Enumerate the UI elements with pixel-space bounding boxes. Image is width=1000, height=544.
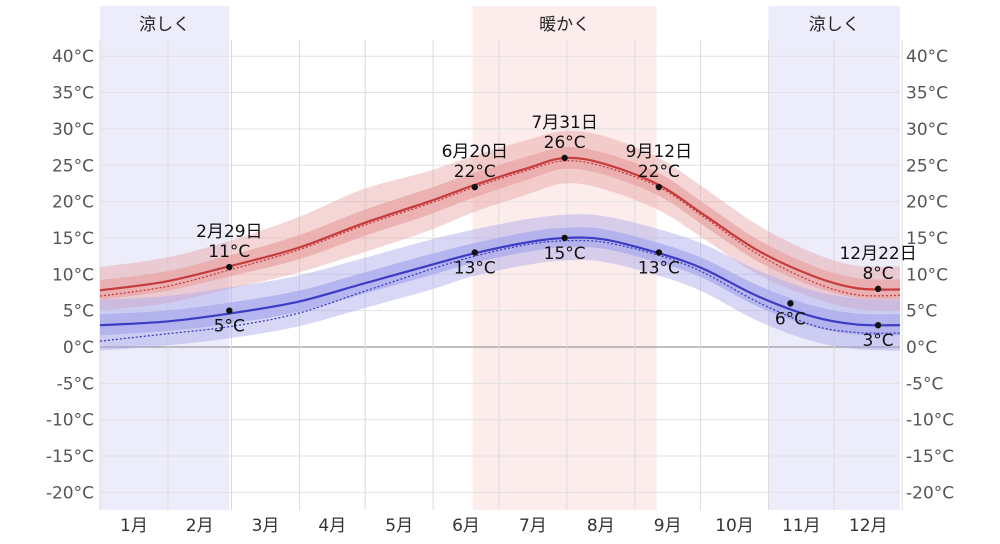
annotation-point xyxy=(471,183,478,191)
y-tick-label-left: 30°C xyxy=(52,120,94,140)
y-tick-label-left: 35°C xyxy=(52,84,94,104)
annotation-date: 12月22日 xyxy=(839,244,916,264)
dotted-line-0 xyxy=(99,160,901,297)
month-label: 2月 xyxy=(186,516,214,536)
month-label: 1月 xyxy=(120,516,148,536)
season-label: 涼しく xyxy=(139,15,190,35)
mean-line-1 xyxy=(99,236,901,327)
month-label: 7月 xyxy=(519,516,547,536)
y-tick-label-right: 5°C xyxy=(906,302,937,322)
y-tick-label-left: -15°C xyxy=(46,447,94,467)
month-label: 5月 xyxy=(385,516,413,536)
month-label: 11月 xyxy=(782,516,821,536)
annotation-points xyxy=(226,154,882,329)
axis-labels: 40°C 40°C 35°C 35°C 30°C 30°C 25°C 25°C 20°C 20°C… xyxy=(46,47,954,536)
annotation-point xyxy=(561,234,568,242)
y-tick-label-right: 15°C xyxy=(906,229,948,249)
y-tick-label-right: -20°C xyxy=(906,483,954,503)
annotation-date: 2月29日 xyxy=(196,222,262,242)
annotation-value: 3°C xyxy=(862,331,893,351)
annotation-point xyxy=(874,321,882,329)
y-tick-label-left: 40°C xyxy=(52,47,94,67)
annotation-value: 5°C xyxy=(214,317,245,337)
season-label: 涼しく xyxy=(809,15,860,35)
y-tick-label-left: 5°C xyxy=(63,302,94,322)
season-band xyxy=(472,6,657,510)
annotation-point xyxy=(655,183,663,191)
y-tick-label-left: 10°C xyxy=(52,265,94,285)
y-tick-label-right: -10°C xyxy=(906,411,954,431)
annotation-date: 7月31日 xyxy=(531,113,597,133)
month-label: 8月 xyxy=(587,516,615,536)
y-tick-label-right: 10°C xyxy=(906,265,948,285)
season-band xyxy=(100,6,230,510)
y-tick-label-left: 20°C xyxy=(52,193,94,213)
month-label: 4月 xyxy=(318,516,346,536)
y-tick-label-right: 40°C xyxy=(906,47,948,67)
annotation-point xyxy=(655,249,663,256)
y-tick-label-left: -10°C xyxy=(46,411,94,431)
month-label: 3月 xyxy=(252,516,280,536)
annotation-date: 6月20日 xyxy=(442,142,508,162)
band-outer-1 xyxy=(100,214,900,351)
month-label: 9月 xyxy=(654,516,682,536)
annotation-value: 15°C xyxy=(544,244,586,264)
y-tick-label-right: 20°C xyxy=(906,193,948,213)
band-inner-1 xyxy=(100,227,900,336)
annotation-value: 26°C xyxy=(544,133,586,153)
season-bands xyxy=(100,6,900,510)
month-label: 6月 xyxy=(452,516,480,536)
annotation-point xyxy=(226,307,233,314)
month-label: 12月 xyxy=(849,516,888,536)
band-outer-0 xyxy=(100,130,900,311)
series-lines xyxy=(99,156,901,342)
month-label: 10月 xyxy=(715,516,754,536)
y-tick-label-right: 0°C xyxy=(906,338,937,358)
y-tick-label-left: 15°C xyxy=(52,229,94,249)
annotation-value: 6°C xyxy=(775,309,806,329)
annotation-point xyxy=(561,154,568,162)
mean-line-0 xyxy=(99,156,901,292)
season-labels: 涼しく 暖かく 涼しく xyxy=(139,15,860,35)
y-tick-label-right: 30°C xyxy=(906,120,948,140)
annotation-labels: 11°C2月29日5°C22°C6月20日13°C26°C7月31日15°C22… xyxy=(196,113,917,351)
annotation-value: 22°C xyxy=(454,162,496,182)
y-tick-label-right: 35°C xyxy=(906,84,948,104)
annotation-value: 13°C xyxy=(638,258,680,278)
y-tick-label-right: -5°C xyxy=(906,374,943,394)
annotation-value: 11°C xyxy=(208,242,250,262)
y-tick-label-left: 25°C xyxy=(52,156,94,176)
y-tick-label-left: -20°C xyxy=(46,483,94,503)
annotation-point xyxy=(787,300,794,307)
annotation-point xyxy=(874,285,882,293)
annotation-value: 22°C xyxy=(638,162,680,182)
y-tick-label-left: 0°C xyxy=(63,338,94,358)
y-tick-label-right: 25°C xyxy=(906,156,948,176)
annotation-date: 9月12日 xyxy=(626,142,692,162)
annotation-point xyxy=(226,263,233,271)
y-tick-label-left: -5°C xyxy=(57,374,94,394)
season-label: 暖かく xyxy=(539,15,590,35)
annotation-value: 8°C xyxy=(862,264,893,284)
annotation-value: 13°C xyxy=(454,258,496,278)
y-tick-label-right: -15°C xyxy=(906,447,954,467)
annotation-point xyxy=(471,249,478,256)
